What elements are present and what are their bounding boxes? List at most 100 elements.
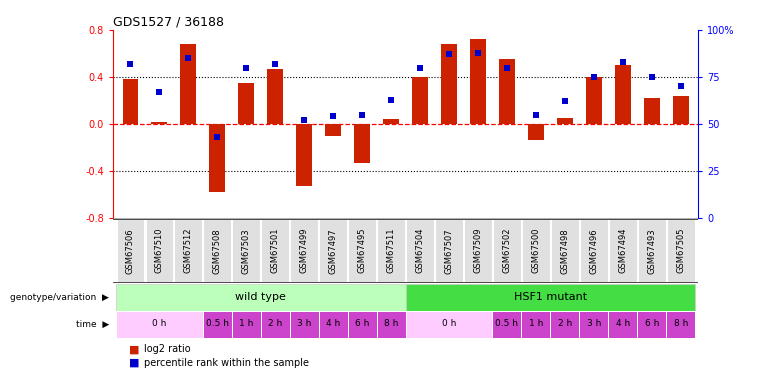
Text: wild type: wild type [236, 292, 286, 302]
Bar [180, 44, 197, 124]
Text: GSM67506: GSM67506 [126, 228, 135, 273]
Bar [609, 219, 636, 282]
Bar [464, 219, 492, 282]
Bar [203, 310, 232, 338]
Bar [528, 124, 544, 140]
Text: 3 h: 3 h [587, 320, 601, 328]
Bar [296, 124, 312, 186]
Bar [638, 219, 665, 282]
Text: 1 h: 1 h [239, 320, 254, 328]
Text: GSM67508: GSM67508 [213, 228, 222, 273]
Text: 8 h: 8 h [384, 320, 399, 328]
Bar [615, 65, 631, 124]
Bar [122, 80, 138, 124]
Bar [175, 219, 202, 282]
Bar [586, 77, 602, 124]
Bar [608, 310, 637, 338]
Bar [522, 219, 550, 282]
Text: 0.5 h: 0.5 h [495, 320, 519, 328]
Bar [239, 83, 254, 124]
Bar [319, 219, 347, 282]
Bar [348, 219, 376, 282]
Bar [325, 124, 341, 136]
Text: GSM67503: GSM67503 [242, 228, 251, 273]
Bar [378, 219, 405, 282]
Bar [470, 39, 486, 124]
Text: 0.5 h: 0.5 h [206, 320, 229, 328]
Bar [492, 310, 522, 338]
Text: GSM67507: GSM67507 [445, 228, 453, 273]
Text: log2 ratio: log2 ratio [144, 344, 191, 354]
Bar [551, 310, 580, 338]
Bar [354, 124, 370, 163]
Text: 0 h: 0 h [152, 320, 167, 328]
Text: GDS1527 / 36188: GDS1527 / 36188 [113, 16, 224, 29]
Text: GSM67498: GSM67498 [560, 228, 569, 273]
Text: HSF1 mutant: HSF1 mutant [514, 292, 587, 302]
Bar [268, 69, 283, 124]
Text: ■: ■ [129, 358, 139, 368]
Text: percentile rank within the sample: percentile rank within the sample [144, 358, 310, 368]
Bar [290, 219, 318, 282]
Bar [637, 310, 666, 338]
Bar [644, 98, 660, 124]
Bar [289, 310, 319, 338]
Bar [580, 219, 608, 282]
Bar [383, 119, 399, 124]
Bar [261, 310, 289, 338]
Text: GSM67510: GSM67510 [155, 228, 164, 273]
Bar [151, 122, 168, 124]
Bar [232, 310, 261, 338]
Bar [348, 310, 377, 338]
Bar [232, 219, 261, 282]
Text: GSM67501: GSM67501 [271, 228, 280, 273]
Text: GSM67499: GSM67499 [300, 228, 309, 273]
Bar [522, 310, 551, 338]
Text: genotype/variation  ▶: genotype/variation ▶ [10, 292, 109, 302]
Bar [412, 77, 428, 124]
Text: ■: ■ [129, 344, 139, 354]
Bar [557, 118, 573, 124]
Text: time  ▶: time ▶ [76, 320, 109, 328]
Text: 6 h: 6 h [644, 320, 659, 328]
Bar [204, 219, 231, 282]
Text: 3 h: 3 h [297, 320, 311, 328]
Text: GSM67500: GSM67500 [531, 228, 541, 273]
Bar [667, 219, 695, 282]
Bar [493, 219, 521, 282]
Text: 0 h: 0 h [441, 320, 456, 328]
Bar [116, 284, 406, 310]
Text: GSM67505: GSM67505 [676, 228, 685, 273]
Bar [146, 219, 173, 282]
Text: 6 h: 6 h [355, 320, 370, 328]
Bar [116, 310, 203, 338]
Bar [673, 96, 689, 124]
Text: 1 h: 1 h [529, 320, 543, 328]
Text: GSM67504: GSM67504 [416, 228, 424, 273]
Bar [261, 219, 289, 282]
Text: GSM67496: GSM67496 [590, 228, 598, 273]
Bar [551, 219, 579, 282]
Bar [666, 310, 695, 338]
Bar [441, 44, 457, 124]
Text: GSM67511: GSM67511 [387, 228, 395, 273]
Text: GSM67497: GSM67497 [328, 228, 338, 273]
Text: GSM67509: GSM67509 [473, 228, 483, 273]
Text: 2 h: 2 h [558, 320, 572, 328]
Text: GSM67502: GSM67502 [502, 228, 512, 273]
Text: 4 h: 4 h [326, 320, 340, 328]
Bar [580, 310, 608, 338]
Bar [406, 219, 434, 282]
Bar [435, 219, 463, 282]
Text: GSM67495: GSM67495 [358, 228, 367, 273]
Bar [116, 219, 144, 282]
Bar [499, 59, 515, 124]
Bar [319, 310, 348, 338]
Bar [377, 310, 406, 338]
Text: 4 h: 4 h [615, 320, 630, 328]
Text: GSM67493: GSM67493 [647, 228, 656, 273]
Text: 8 h: 8 h [674, 320, 688, 328]
Text: GSM67512: GSM67512 [184, 228, 193, 273]
Text: 2 h: 2 h [268, 320, 282, 328]
Bar [209, 124, 225, 192]
